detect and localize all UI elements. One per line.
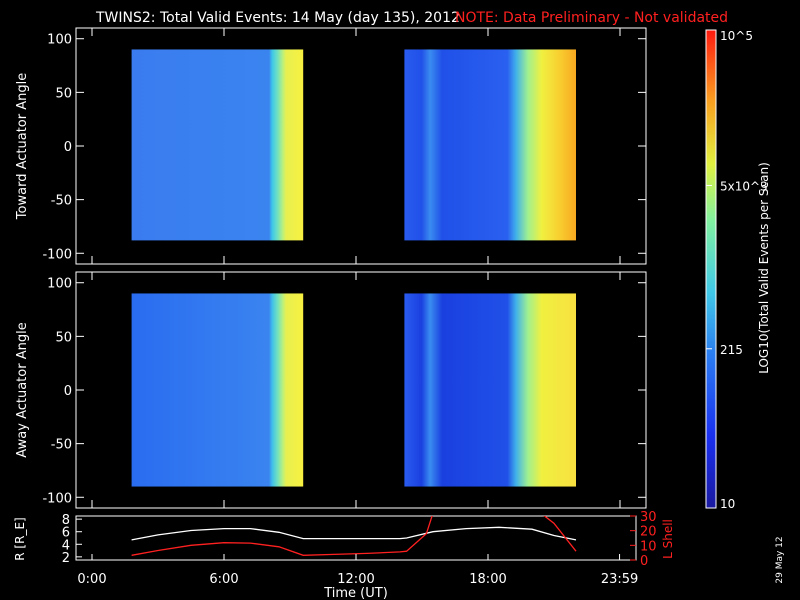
preliminary-note: NOTE: Data Preliminary - Not validated — [455, 10, 728, 26]
away-axis-ticks: 100 50 0 -50 -100 — [42, 272, 646, 508]
r-tick-label: 2 — [62, 551, 70, 566]
r-tick-label: 8 — [62, 513, 70, 528]
lshell-tick-label: 0 — [640, 554, 648, 569]
heatmap-segment — [404, 49, 576, 241]
r-axis-label: R [R_E] — [13, 517, 27, 560]
time-axis-label: Time (UT) — [323, 586, 388, 600]
lshell-tick-label: 30 — [640, 510, 657, 525]
colorbar-label: LOG10(Total Valid Events per Scan) — [757, 162, 771, 374]
lshell-line — [131, 516, 433, 556]
heatmap-segment — [131, 49, 304, 241]
colorbar — [706, 30, 716, 508]
time-tick-label: 12:00 — [337, 572, 374, 587]
colorbar-tick-label: 10^5 — [720, 29, 753, 43]
lshell-axis-label: L Shell — [661, 519, 675, 559]
time-tick-label: 23:59 — [601, 572, 638, 587]
colorbar-ticks: 10^5 5x10^3 215 10 — [706, 29, 768, 511]
time-tick-label: 0:00 — [77, 572, 106, 587]
y-tick-label: 0 — [64, 140, 72, 155]
time-tick-label: 6:00 — [209, 572, 238, 587]
lshell-tick-label: 20 — [640, 525, 657, 540]
y-tick-label: -100 — [42, 247, 72, 262]
y-tick-label: -50 — [51, 438, 72, 453]
plot-title: TWINS2: Total Valid Events: 14 May (day … — [95, 10, 460, 26]
colorbar-tick-label: 10 — [720, 497, 735, 511]
colorbar-tick-label: 5x10^3 — [720, 179, 768, 193]
heatmap-segment — [404, 293, 576, 487]
y-tick-label: 50 — [55, 330, 72, 345]
date-stamp: 29 May 12 — [775, 536, 785, 583]
toward-axis-ticks: 100 50 0 -50 -100 — [42, 28, 646, 264]
toward-heatmap — [131, 49, 576, 241]
r-distance-line — [131, 526, 577, 541]
y-tick-label: 50 — [55, 86, 72, 101]
lshell-line — [543, 516, 577, 552]
away-heatmap — [131, 293, 576, 487]
y-tick-label: 0 — [64, 384, 72, 399]
lshell-tick-label: 10 — [640, 539, 657, 554]
r-tick-label: 6 — [62, 526, 70, 541]
heatmap-segment — [131, 293, 304, 487]
time-tick-label: 18:00 — [469, 572, 506, 587]
y-tick-label: -50 — [51, 194, 72, 209]
colorbar-tick-label: 215 — [720, 343, 743, 357]
y-tick-label: 100 — [47, 33, 72, 48]
toward-ylabel: Toward Actuator Angle — [15, 73, 30, 220]
r-tick-label: 4 — [62, 538, 70, 553]
y-tick-label: 100 — [47, 277, 72, 292]
away-ylabel: Away Actuator Angle — [15, 322, 30, 457]
y-tick-label: -100 — [42, 491, 72, 506]
